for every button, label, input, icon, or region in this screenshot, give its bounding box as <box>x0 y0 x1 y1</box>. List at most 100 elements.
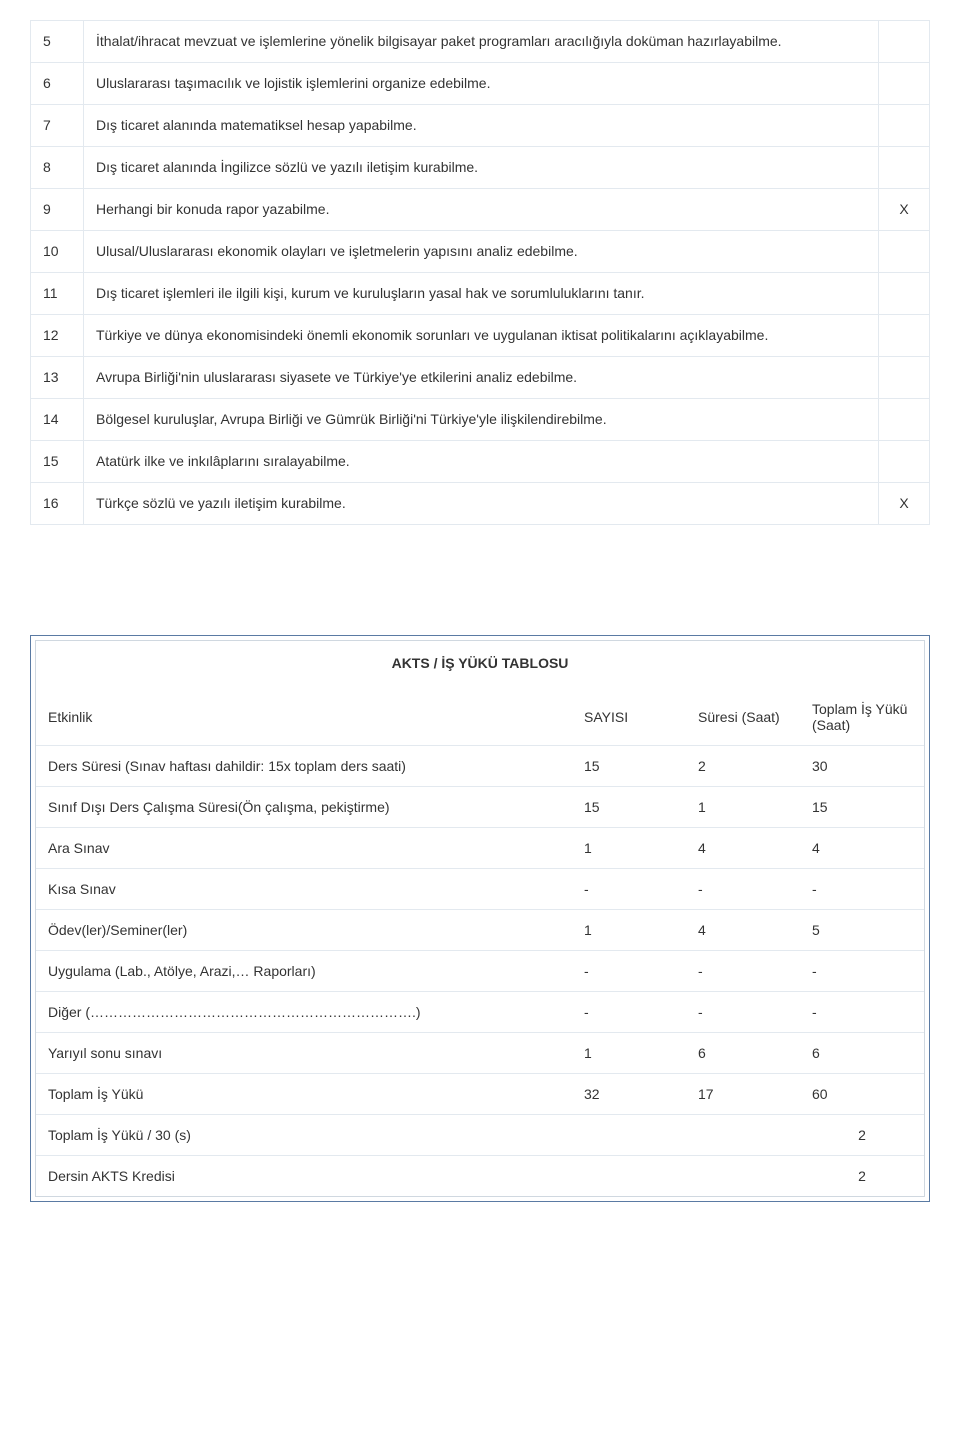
table-row: Yarıyıl sonu sınavı166 <box>36 1033 924 1074</box>
cell: - <box>686 869 800 910</box>
cell: 4 <box>800 828 924 869</box>
col-count: SAYISI <box>572 689 686 746</box>
outcome-mark: X <box>879 483 930 525</box>
outcome-number: 6 <box>31 63 84 105</box>
outcome-mark <box>879 231 930 273</box>
cell: 15 <box>572 746 686 787</box>
cell: 6 <box>686 1033 800 1074</box>
outcome-number: 8 <box>31 147 84 189</box>
outcome-number: 11 <box>31 273 84 315</box>
cell: - <box>800 951 924 992</box>
table-row: Uygulama (Lab., Atölye, Arazi,… Raporlar… <box>36 951 924 992</box>
outcome-mark <box>879 63 930 105</box>
activity-label: Ara Sınav <box>36 828 572 869</box>
table-row: 5İthalat/ihracat mevzuat ve işlemlerine … <box>31 21 930 63</box>
cell: 1 <box>686 787 800 828</box>
outcome-mark <box>879 147 930 189</box>
cell: 1 <box>572 910 686 951</box>
outcome-number: 15 <box>31 441 84 483</box>
outcome-mark <box>879 441 930 483</box>
outcome-text: Ulusal/Uluslararası ekonomik olayları ve… <box>84 231 879 273</box>
col-duration: Süresi (Saat) <box>686 689 800 746</box>
cell: - <box>572 951 686 992</box>
outcome-number: 16 <box>31 483 84 525</box>
outcome-text: Avrupa Birliği'nin uluslararası siyasete… <box>84 357 879 399</box>
col-activity: Etkinlik <box>36 689 572 746</box>
outcome-text: Dış ticaret işlemleri ile ilgili kişi, k… <box>84 273 879 315</box>
cell: - <box>800 869 924 910</box>
activity-label: Uygulama (Lab., Atölye, Arazi,… Raporlar… <box>36 951 572 992</box>
outcome-text: Türkçe sözlü ve yazılı iletişim kurabilm… <box>84 483 879 525</box>
akts-workload-box: AKTS / İŞ YÜKÜ TABLOSU Etkinlik SAYISI S… <box>30 635 930 1202</box>
credit-row: Dersin AKTS Kredisi2 <box>36 1156 924 1197</box>
credit-label: Dersin AKTS Kredisi <box>36 1156 800 1197</box>
cell: 32 <box>572 1074 686 1115</box>
outcome-mark: X <box>879 189 930 231</box>
cell: 30 <box>800 746 924 787</box>
col-total: Toplam İş Yükü (Saat) <box>800 689 924 746</box>
outcome-number: 10 <box>31 231 84 273</box>
table-row: 15Atatürk ilke ve inkılâplarını sıralaya… <box>31 441 930 483</box>
cell: 2 <box>800 1115 924 1156</box>
table-row: Diğer (…………………………………………………………….)--- <box>36 992 924 1033</box>
outcome-mark <box>879 21 930 63</box>
cell: - <box>572 992 686 1033</box>
table-row: Ödev(ler)/Seminer(ler)145 <box>36 910 924 951</box>
table-row: 14Bölgesel kuruluşlar, Avrupa Birliği ve… <box>31 399 930 441</box>
outcome-number: 13 <box>31 357 84 399</box>
cell: 4 <box>686 910 800 951</box>
activity-label: Kısa Sınav <box>36 869 572 910</box>
cell: 2 <box>686 746 800 787</box>
table-row: 16Türkçe sözlü ve yazılı iletişim kurabi… <box>31 483 930 525</box>
outcome-mark <box>879 357 930 399</box>
outcome-number: 7 <box>31 105 84 147</box>
cell: 60 <box>800 1074 924 1115</box>
outcome-mark <box>879 399 930 441</box>
table-row: Kısa Sınav--- <box>36 869 924 910</box>
activity-label: Yarıyıl sonu sınavı <box>36 1033 572 1074</box>
outcome-text: İthalat/ihracat mevzuat ve işlemlerine y… <box>84 21 879 63</box>
table-row: Sınıf Dışı Ders Çalışma Süresi(Ön çalışm… <box>36 787 924 828</box>
cell: - <box>686 992 800 1033</box>
cell: 15 <box>800 787 924 828</box>
cell: - <box>572 869 686 910</box>
outcome-mark <box>879 315 930 357</box>
outcome-number: 9 <box>31 189 84 231</box>
akts-workload-table: Etkinlik SAYISI Süresi (Saat) Toplam İş … <box>36 689 924 1196</box>
cell: 1 <box>572 828 686 869</box>
cell: 4 <box>686 828 800 869</box>
learning-outcomes-table: 5İthalat/ihracat mevzuat ve işlemlerine … <box>30 20 930 525</box>
activity-label: Sınıf Dışı Ders Çalışma Süresi(Ön çalışm… <box>36 787 572 828</box>
table-row: 12Türkiye ve dünya ekonomisindeki önemli… <box>31 315 930 357</box>
div-label: Toplam İş Yükü / 30 (s) <box>36 1115 800 1156</box>
outcome-text: Uluslararası taşımacılık ve lojistik işl… <box>84 63 879 105</box>
outcome-text: Atatürk ilke ve inkılâplarını sıralayabi… <box>84 441 879 483</box>
table-row: 13Avrupa Birliği'nin uluslararası siyase… <box>31 357 930 399</box>
cell: 6 <box>800 1033 924 1074</box>
activity-label: Diğer (…………………………………………………………….) <box>36 992 572 1033</box>
outcome-mark <box>879 273 930 315</box>
outcome-text: Dış ticaret alanında matematiksel hesap … <box>84 105 879 147</box>
table-row: Ara Sınav144 <box>36 828 924 869</box>
table-row: 9Herhangi bir konuda rapor yazabilme.X <box>31 189 930 231</box>
outcome-number: 14 <box>31 399 84 441</box>
cell: 1 <box>572 1033 686 1074</box>
cell: - <box>800 992 924 1033</box>
cell: - <box>686 951 800 992</box>
table-row: 11Dış ticaret işlemleri ile ilgili kişi,… <box>31 273 930 315</box>
table-row: 10Ulusal/Uluslararası ekonomik olayları … <box>31 231 930 273</box>
cell: 15 <box>572 787 686 828</box>
cell: 17 <box>686 1074 800 1115</box>
activity-label: Ders Süresi (Sınav haftası dahildir: 15x… <box>36 746 572 787</box>
outcome-number: 12 <box>31 315 84 357</box>
akts-title: AKTS / İŞ YÜKÜ TABLOSU <box>36 641 924 689</box>
outcome-text: Bölgesel kuruluşlar, Avrupa Birliği ve G… <box>84 399 879 441</box>
total-row: Toplam İş Yükü321760 <box>36 1074 924 1115</box>
activity-label: Ödev(ler)/Seminer(ler) <box>36 910 572 951</box>
total-label: Toplam İş Yükü <box>36 1074 572 1115</box>
cell: 5 <box>800 910 924 951</box>
table-row: 8Dış ticaret alanında İngilizce sözlü ve… <box>31 147 930 189</box>
outcome-text: Dış ticaret alanında İngilizce sözlü ve … <box>84 147 879 189</box>
outcome-text: Herhangi bir konuda rapor yazabilme. <box>84 189 879 231</box>
cell: 2 <box>800 1156 924 1197</box>
